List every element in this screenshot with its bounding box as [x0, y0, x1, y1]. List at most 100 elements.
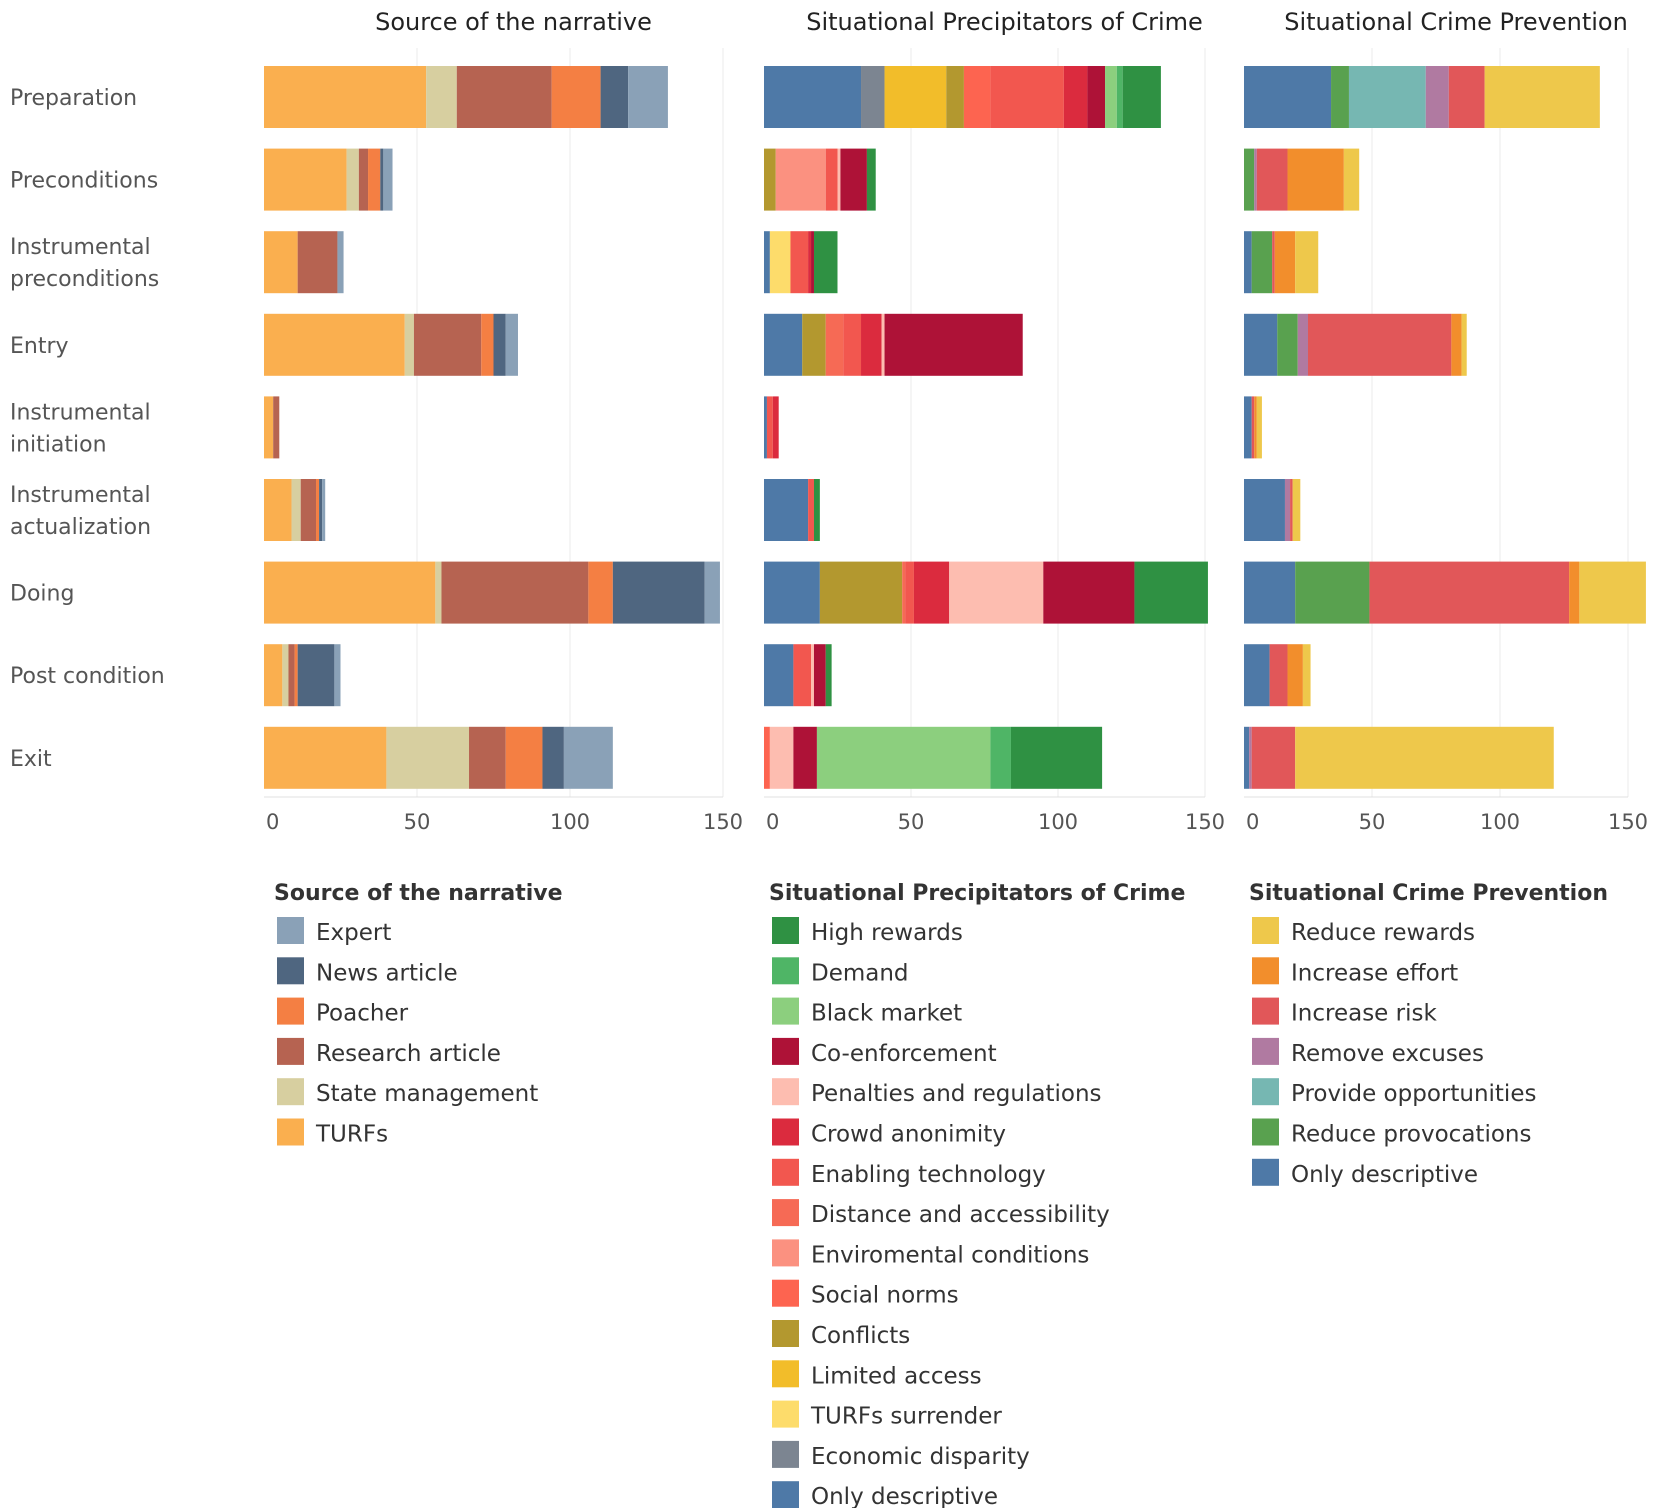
bar-preparation-state-management — [426, 66, 457, 128]
legend-label-economic-disparity: Economic disparity — [811, 1444, 1030, 1470]
bar-doing-state-management — [435, 561, 442, 624]
bar-doing-reduce-provocations — [1295, 561, 1370, 624]
bar-instrumental-preconditions-co-enforcement — [811, 231, 814, 294]
bar-exit-news-article — [542, 726, 564, 789]
legend-label-turfs-surrender: TURFs surrender — [810, 1404, 1002, 1430]
legend-swatch-co-enforcement — [772, 1037, 799, 1065]
x-tick-label-150: 150 — [1608, 810, 1648, 834]
bar-preconditions-turfs — [264, 148, 347, 211]
legend-label-only-descriptive: Only descriptive — [1291, 1162, 1478, 1188]
legend-label-poacher: Poacher — [316, 1001, 409, 1027]
bar-preparation-black-market — [1105, 66, 1117, 128]
bar-preconditions-conflicts — [764, 148, 776, 211]
row-label-exit: Exit — [10, 747, 52, 772]
bar-instrumental-initiation-research-article — [273, 396, 280, 459]
bar-instrumental-actualization-only-descriptive — [764, 479, 809, 541]
bar-preparation-demand — [1116, 66, 1123, 128]
legend-swatch-demand — [772, 957, 799, 985]
bar-preparation-only-descriptive — [764, 66, 862, 128]
bar-post-condition-only-descriptive — [764, 644, 794, 707]
legend-label-research-article: Research article — [316, 1041, 501, 1067]
bar-instrumental-actualization-expert — [322, 479, 326, 541]
bar-instrumental-preconditions-only-descriptive — [1244, 231, 1252, 294]
legend-label-reduce-rewards: Reduce rewards — [1291, 920, 1475, 946]
bar-preconditions-reduce-rewards — [1343, 148, 1360, 211]
bar-preconditions-state-management — [346, 148, 359, 211]
bar-entry-reduce-provocations — [1277, 313, 1298, 376]
bar-exit-remove-excuses — [1249, 726, 1252, 789]
bar-preconditions-increase-risk — [1256, 148, 1288, 211]
bar-preparation-crowd-anonimity — [1063, 66, 1088, 128]
legend-swatch-economic-disparity — [772, 1440, 799, 1468]
legend-label-black-market: Black market — [811, 1001, 962, 1027]
legend-label-limited-access: Limited access — [811, 1363, 982, 1389]
x-tick-label-100: 100 — [1038, 810, 1078, 834]
legend-title: Source of the narrative — [274, 881, 563, 906]
legend-label-distance-and-accessibility: Distance and accessibility — [811, 1202, 1110, 1228]
bar-doing-news-article — [612, 561, 705, 624]
bar-preconditions-remove-excuses — [1254, 148, 1257, 211]
panel-title: Situational Crime Prevention — [1284, 8, 1628, 36]
bar-instrumental-actualization-research-article — [300, 479, 317, 541]
bar-preparation-poacher — [551, 66, 601, 128]
bar-instrumental-preconditions-reduce-provocations — [1251, 231, 1273, 294]
x-tick-label-0: 0 — [266, 810, 279, 834]
bar-preconditions-research-article — [358, 148, 369, 211]
bar-doing-conflicts — [819, 561, 903, 624]
legend-swatch-turfs-surrender — [772, 1400, 799, 1428]
bar-instrumental-initiation-reduce-rewards — [1256, 396, 1262, 459]
x-tick-label-50: 50 — [404, 810, 431, 834]
x-tick-label-150: 150 — [1185, 810, 1225, 834]
bar-preconditions-news-article — [380, 148, 384, 211]
bar-instrumental-preconditions-enabling-technology — [790, 231, 809, 294]
legend-label-turfs: TURFs — [315, 1122, 388, 1148]
bar-exit-expert — [563, 726, 613, 789]
bar-post-condition-enabling-technology — [793, 644, 812, 707]
legend-title: Situational Crime Prevention — [1249, 881, 1608, 906]
legend-label-provide-opportunities: Provide opportunities — [1291, 1081, 1536, 1107]
bar-post-condition-news-article — [297, 644, 335, 707]
bar-preparation-research-article — [456, 66, 552, 128]
bar-doing-turfs — [264, 561, 436, 624]
bar-entry-research-article — [413, 313, 482, 376]
bar-preparation-economic-disparity — [861, 66, 885, 128]
legend-label-remove-excuses: Remove excuses — [1291, 1041, 1484, 1067]
legends: Source of the narrative Expert News articl… — [274, 881, 1608, 1508]
legend-swatch-state-management — [277, 1078, 304, 1106]
bar-instrumental-preconditions-crowd-anonimity — [808, 231, 812, 294]
bar-exit-research-article — [469, 726, 506, 789]
bar-instrumental-actualization-increase-risk — [1290, 479, 1293, 541]
bar-instrumental-initiation-enabling-technology — [766, 396, 773, 459]
row-labels: Preparation Preconditions Instrumental prec… — [10, 86, 165, 772]
legend-label-expert: Expert — [316, 920, 391, 946]
bar-entry-increase-risk — [1308, 313, 1452, 376]
row-label-instrumental-actualization: Instrumental actualization — [10, 483, 151, 540]
legend-swatch-only-descriptive — [1252, 1158, 1279, 1186]
bar-preconditions-expert — [383, 148, 393, 211]
bar-preparation-only-descriptive — [1244, 66, 1332, 128]
bar-entry-reduce-rewards — [1461, 313, 1467, 376]
bar-exit-black-market — [816, 726, 991, 789]
bar-entry-turfs — [264, 313, 405, 376]
bar-post-condition-increase-risk — [1269, 644, 1288, 707]
legend-swatch-distance-and-accessibility — [772, 1199, 799, 1227]
bar-doing-expert — [704, 561, 720, 624]
bar-preparation-social-norms — [963, 66, 991, 128]
x-tick-label-150: 150 — [703, 810, 743, 834]
bar-post-condition-turfs — [264, 644, 283, 707]
bar-post-condition-high-rewards — [825, 644, 832, 707]
bar-exit-only-descriptive — [1244, 726, 1250, 789]
bar-post-condition-only-descriptive — [1244, 644, 1270, 707]
x-tick-label-50: 50 — [1359, 810, 1386, 834]
bar-instrumental-preconditions-research-article — [297, 231, 338, 294]
bar-entry-remove-excuses — [1297, 313, 1308, 376]
bar-instrumental-initiation-only-descriptive — [764, 396, 767, 459]
bar-entry-poacher — [481, 313, 494, 376]
row-label-doing: Doing — [10, 582, 74, 607]
bar-entry-only-descriptive — [1244, 313, 1278, 376]
legend-swatch-crowd-anonimity — [772, 1118, 799, 1146]
legend-label-penalties-and-regulations: Penalties and regulations — [811, 1081, 1102, 1107]
bar-exit-turfs — [264, 726, 387, 789]
